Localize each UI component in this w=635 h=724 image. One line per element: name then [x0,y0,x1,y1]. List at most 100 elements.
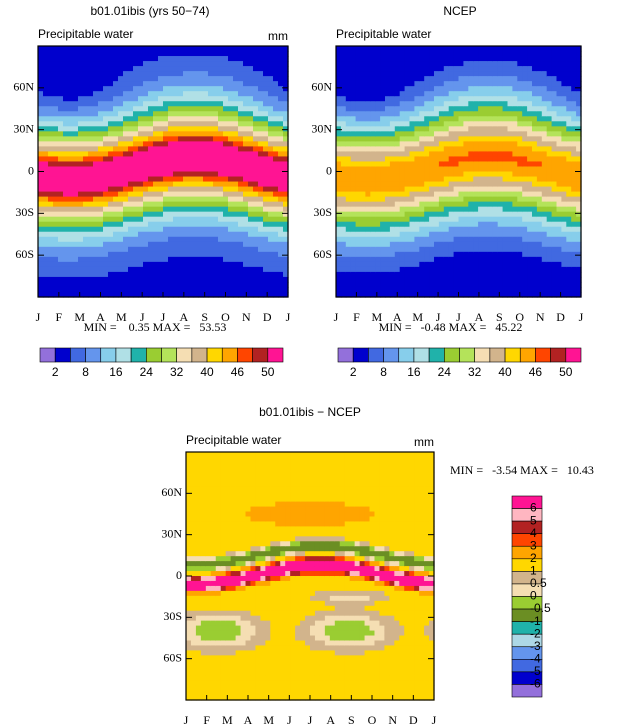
contour-cell [517,121,523,127]
contour-cell [419,91,425,97]
contour-cell [468,106,474,112]
contour-cell [404,206,411,213]
contour-cell [88,231,94,238]
contour-cell [571,111,577,117]
contour-cell [253,46,259,52]
contour-cell [38,96,44,102]
contour-cell [522,246,528,253]
contour-cell [98,96,104,102]
contour-cell [527,111,533,117]
contour-cell [458,126,464,132]
contour-cell [478,266,484,273]
contour-cell [228,221,234,228]
contour-cell [123,76,129,82]
contour-cell [522,151,528,158]
contour-cell [253,256,259,263]
contour-cell [188,101,194,107]
contour-cell [566,226,572,233]
contour-cell [360,196,366,203]
contour-cell [487,281,494,288]
contour-cell [345,191,352,198]
contour-cell [278,151,284,158]
contour-cell [394,151,401,158]
contour-cell [468,181,474,188]
contour-cell [163,71,169,77]
contour-cell [238,291,244,298]
contour-cell [143,276,149,283]
contour-cell [68,76,74,82]
contour-cell [522,236,528,243]
contour-cell [556,276,562,283]
contour-cell [198,256,204,263]
contour-cell [123,211,129,218]
contour-cell [478,186,484,193]
contour-cell [43,211,49,218]
contour-cell [133,176,139,183]
contour-cell [340,86,347,92]
contour-cell [355,121,362,127]
contour-cell [163,136,169,142]
contour-cell [138,261,144,268]
contour-cell [198,191,204,198]
contour-cell [355,286,362,293]
contour-cell [73,56,79,62]
contour-cell [434,156,440,163]
contour-cell [492,171,499,178]
contour-cell [389,81,396,87]
contour-cell [253,61,259,67]
contour-cell [556,46,562,52]
contour-cell [93,126,99,132]
contour-cell [507,146,513,153]
contour-cell [188,171,194,178]
contour-cell [148,121,154,127]
contour-cell [278,51,284,57]
contour-cell [336,241,342,248]
contour-cell [203,136,209,142]
contour-cell [43,221,49,228]
contour-cell [566,181,572,188]
contour-cell [63,181,69,188]
contour-cell [551,71,558,77]
contour-cell [253,91,259,97]
contour-cell [223,111,229,117]
contour-cell [78,171,84,178]
contour-cell [263,236,269,243]
contour-cell [63,126,69,132]
contour-cell [198,281,204,288]
contour-cell [458,71,464,77]
contour-cell [193,291,199,298]
contour-cell [424,166,430,173]
contour-cell [188,131,194,137]
contour-cell [163,131,169,137]
contour-cell [98,166,104,173]
contour-cell [394,46,401,52]
contour-cell [350,256,357,263]
contour-cell [571,46,577,52]
contour-cell [63,56,69,62]
contour-cell [365,176,371,183]
contour-cell [365,71,371,77]
contour-cell [148,271,154,278]
contour-cell [278,181,284,188]
contour-cell [404,256,411,263]
contour-cell [53,156,59,163]
contour-cell [546,51,553,57]
contour-cell [424,186,430,193]
contour-cell [355,146,362,153]
contour-cell [113,146,119,153]
contour-cell [228,121,234,127]
contour-cell [143,251,149,258]
contour-cell [208,241,214,248]
contour-cell [108,206,114,213]
contour-cell [103,251,109,258]
contour-cell [409,151,415,158]
contour-cell [419,66,425,72]
contour-cell [478,86,484,92]
contour-cell [350,216,357,223]
contour-cell [394,246,401,253]
contour-cell [556,191,562,198]
contour-cell [173,46,179,52]
contour-cell [138,56,144,62]
contour-cell [43,96,49,102]
contour-cell [138,241,144,248]
